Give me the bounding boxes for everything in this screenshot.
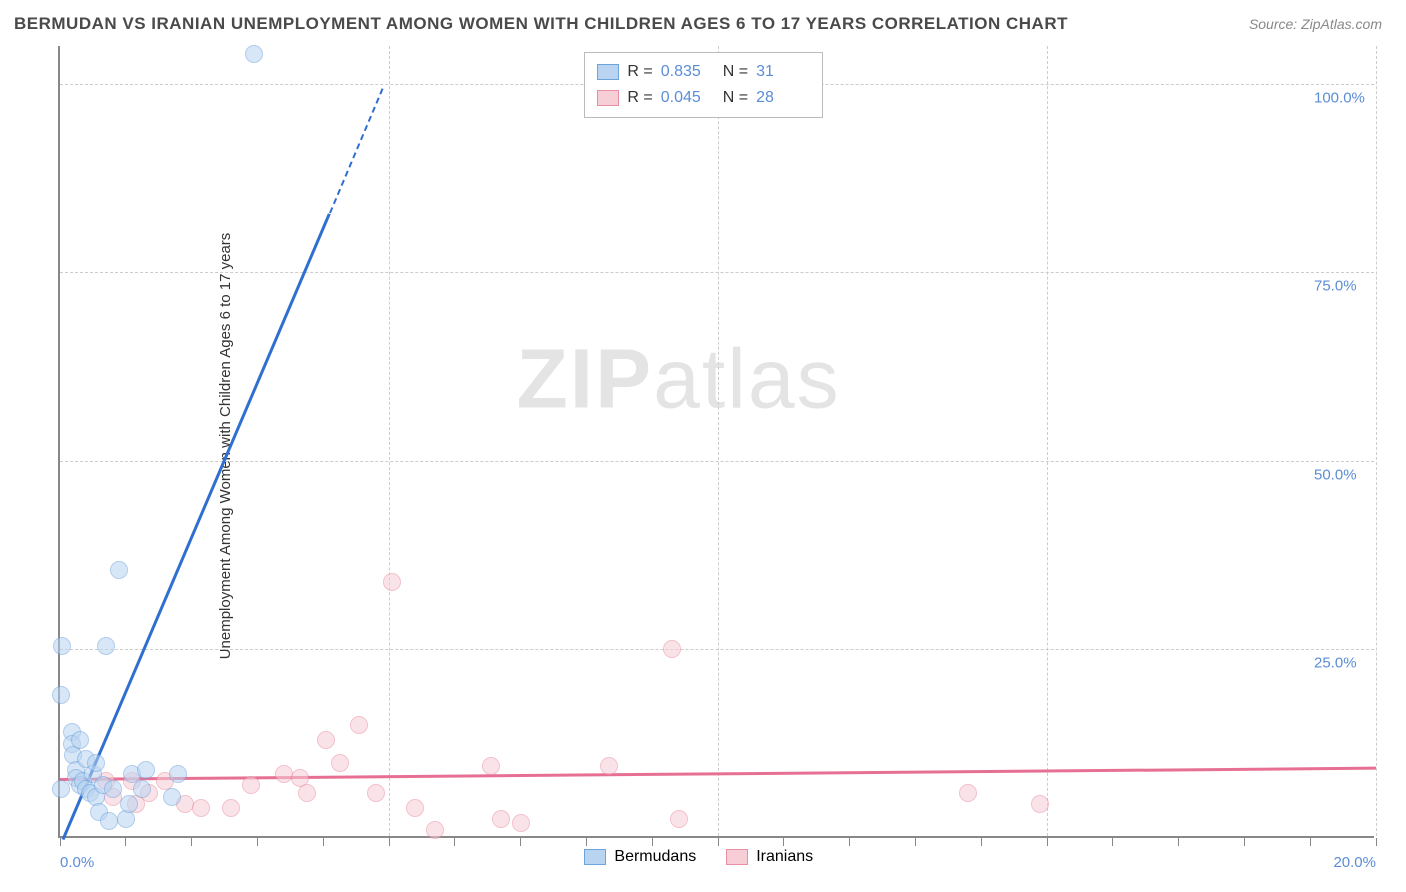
- point-iranians: [1031, 795, 1049, 813]
- watermark: ZIPatlas: [516, 330, 840, 427]
- legend-n-value: 28: [756, 85, 810, 111]
- x-tick-mark: [1244, 838, 1245, 846]
- legend-series: Bermudans Iranians: [584, 848, 813, 866]
- watermark-rest: atlas: [653, 331, 840, 425]
- x-tick-mark: [849, 838, 850, 846]
- point-bermudans: [100, 812, 118, 830]
- legend-swatch: [597, 90, 619, 106]
- legend-label: Bermudans: [614, 848, 696, 866]
- gridline-horizontal: [60, 649, 1374, 650]
- x-tick-mark: [60, 838, 61, 846]
- gridline-horizontal: [60, 272, 1374, 273]
- legend-item: Iranians: [726, 848, 813, 866]
- point-bermudans: [71, 731, 89, 749]
- trend-line: [329, 88, 383, 213]
- legend-n-label: N =: [723, 85, 748, 111]
- point-iranians: [426, 821, 444, 839]
- legend-r-value: 0.045: [661, 85, 715, 111]
- legend-row: R = 0.045 N = 28: [597, 85, 810, 111]
- point-bermudans: [52, 780, 70, 798]
- point-bermudans: [87, 754, 105, 772]
- legend-r-label: R =: [627, 59, 652, 85]
- legend-correlation: R = 0.835 N = 31 R = 0.045 N = 28: [584, 52, 823, 118]
- x-tick-mark: [389, 838, 390, 846]
- point-iranians: [383, 573, 401, 591]
- x-tick-mark: [981, 838, 982, 846]
- legend-swatch: [584, 849, 606, 865]
- point-bermudans: [133, 780, 151, 798]
- x-tick-mark: [1376, 838, 1377, 846]
- watermark-bold: ZIP: [516, 331, 653, 425]
- legend-r-value: 0.835: [661, 59, 715, 85]
- point-bermudans: [52, 686, 70, 704]
- point-iranians: [242, 776, 260, 794]
- point-bermudans: [104, 780, 122, 798]
- point-bermudans: [53, 637, 71, 655]
- x-tick-mark: [125, 838, 126, 846]
- x-tick-mark: [586, 838, 587, 846]
- point-iranians: [663, 640, 681, 658]
- point-bermudans: [169, 765, 187, 783]
- x-tick-mark: [191, 838, 192, 846]
- point-iranians: [222, 799, 240, 817]
- gridline-vertical: [1376, 46, 1377, 836]
- x-tick-mark: [454, 838, 455, 846]
- x-tick-mark: [1178, 838, 1179, 846]
- x-tick-mark: [257, 838, 258, 846]
- x-tick-mark: [1112, 838, 1113, 846]
- point-iranians: [317, 731, 335, 749]
- point-bermudans: [110, 561, 128, 579]
- legend-row: R = 0.835 N = 31: [597, 59, 810, 85]
- legend-swatch: [726, 849, 748, 865]
- point-bermudans: [137, 761, 155, 779]
- y-tick-label: 100.0%: [1314, 89, 1365, 106]
- point-iranians: [959, 784, 977, 802]
- x-tick-mark: [1310, 838, 1311, 846]
- point-iranians: [331, 754, 349, 772]
- legend-n-label: N =: [723, 59, 748, 85]
- point-iranians: [600, 757, 618, 775]
- x-tick-mark: [1047, 838, 1048, 846]
- point-iranians: [482, 757, 500, 775]
- legend-n-value: 31: [756, 59, 810, 85]
- x-tick-mark: [652, 838, 653, 846]
- point-iranians: [670, 810, 688, 828]
- point-iranians: [492, 810, 510, 828]
- gridline-vertical: [1047, 46, 1048, 836]
- point-iranians: [512, 814, 530, 832]
- point-bermudans: [117, 810, 135, 828]
- x-tick-mark: [783, 838, 784, 846]
- legend-label: Iranians: [756, 848, 813, 866]
- point-bermudans: [120, 795, 138, 813]
- x-tick-label: 20.0%: [1333, 854, 1376, 871]
- y-tick-label: 25.0%: [1314, 655, 1357, 672]
- legend-r-label: R =: [627, 85, 652, 111]
- x-tick-mark: [718, 838, 719, 846]
- point-bermudans: [97, 637, 115, 655]
- point-iranians: [350, 716, 368, 734]
- gridline-vertical: [389, 46, 390, 836]
- source-attribution: Source: ZipAtlas.com: [1249, 16, 1382, 32]
- gridline-vertical: [718, 46, 719, 836]
- point-iranians: [367, 784, 385, 802]
- y-tick-label: 50.0%: [1314, 466, 1357, 483]
- x-tick-mark: [915, 838, 916, 846]
- point-bermudans: [163, 788, 181, 806]
- legend-swatch: [597, 64, 619, 80]
- chart-title: BERMUDAN VS IRANIAN UNEMPLOYMENT AMONG W…: [14, 14, 1068, 34]
- gridline-horizontal: [60, 461, 1374, 462]
- x-tick-mark: [520, 838, 521, 846]
- point-bermudans: [245, 45, 263, 63]
- legend-item: Bermudans: [584, 848, 696, 866]
- y-tick-label: 75.0%: [1314, 278, 1357, 295]
- trend-line: [62, 213, 331, 840]
- point-iranians: [275, 765, 293, 783]
- plot-area: ZIPatlas 25.0%50.0%75.0%100.0%0.0%20.0%: [58, 46, 1374, 838]
- point-iranians: [298, 784, 316, 802]
- point-iranians: [192, 799, 210, 817]
- x-tick-mark: [323, 838, 324, 846]
- x-tick-label: 0.0%: [60, 854, 94, 871]
- point-iranians: [406, 799, 424, 817]
